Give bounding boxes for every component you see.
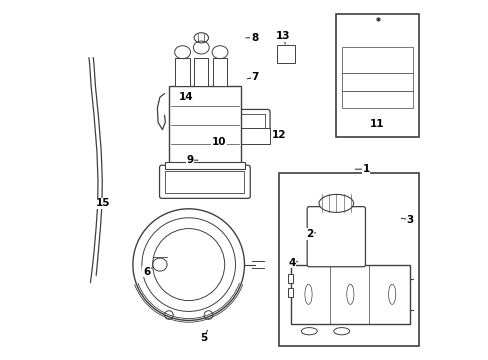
Text: 6: 6 [142, 267, 150, 277]
Bar [207, 114, 264, 132]
Text: 2: 2 [305, 229, 312, 239]
Text: 12: 12 [271, 130, 285, 140]
Text: 15: 15 [96, 198, 110, 208]
Bar [276, 45, 295, 63]
Text: 13: 13 [276, 31, 290, 41]
Bar [290, 265, 409, 324]
Text: 7: 7 [251, 72, 259, 82]
Text: 1: 1 [362, 164, 369, 174]
Text: 5: 5 [200, 333, 207, 343]
Bar [203, 128, 269, 144]
FancyBboxPatch shape [159, 165, 250, 198]
Bar [336, 14, 418, 137]
Text: 10: 10 [212, 137, 226, 147]
FancyBboxPatch shape [203, 109, 269, 137]
Bar [164, 162, 244, 169]
Bar [342, 91, 412, 108]
Bar [212, 58, 227, 86]
Bar [168, 86, 241, 164]
Text: 14: 14 [179, 92, 193, 102]
Bar [175, 58, 189, 86]
Ellipse shape [318, 194, 353, 212]
Bar [278, 173, 418, 346]
Bar [342, 47, 412, 73]
Text: 11: 11 [369, 119, 384, 129]
Bar [165, 171, 244, 193]
Bar [287, 274, 292, 283]
Text: 8: 8 [250, 33, 258, 43]
Text: 4: 4 [288, 258, 295, 268]
Text: 9: 9 [186, 155, 193, 165]
Bar [342, 73, 412, 91]
Text: 3: 3 [406, 215, 413, 225]
Bar [287, 288, 292, 297]
FancyBboxPatch shape [306, 207, 365, 267]
Bar [194, 58, 208, 86]
